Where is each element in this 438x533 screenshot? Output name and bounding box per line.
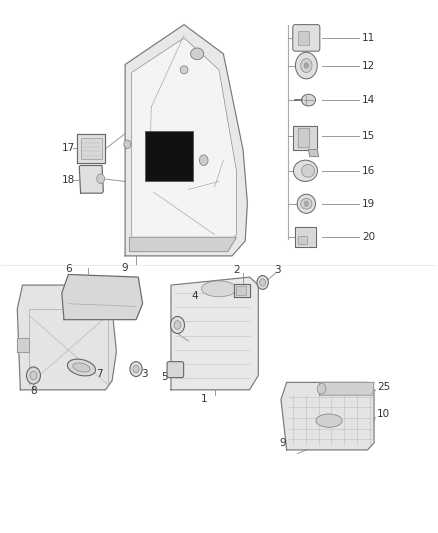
Polygon shape — [132, 38, 237, 246]
Circle shape — [97, 174, 105, 183]
Circle shape — [304, 63, 308, 68]
Ellipse shape — [304, 201, 308, 206]
Bar — [298, 236, 307, 244]
Text: 1: 1 — [201, 394, 208, 405]
FancyBboxPatch shape — [167, 362, 184, 377]
Text: 14: 14 — [362, 95, 375, 105]
Text: 2: 2 — [233, 265, 240, 274]
Text: 18: 18 — [62, 175, 75, 185]
Bar — [81, 139, 102, 159]
Polygon shape — [281, 382, 374, 450]
Polygon shape — [17, 285, 117, 390]
Circle shape — [124, 140, 131, 149]
Polygon shape — [171, 277, 258, 390]
Text: 15: 15 — [362, 131, 375, 141]
Text: 12: 12 — [362, 61, 375, 70]
Polygon shape — [79, 165, 103, 193]
Text: 16: 16 — [362, 166, 375, 176]
Circle shape — [317, 383, 326, 394]
Polygon shape — [130, 237, 237, 252]
Ellipse shape — [293, 160, 318, 181]
Text: 19: 19 — [362, 199, 375, 209]
Text: 25: 25 — [377, 382, 390, 392]
Text: 7: 7 — [95, 369, 102, 379]
Bar — [298, 31, 309, 45]
Text: 3: 3 — [141, 369, 148, 379]
Circle shape — [130, 362, 142, 376]
Ellipse shape — [300, 198, 312, 209]
Circle shape — [30, 371, 37, 379]
Circle shape — [26, 367, 40, 384]
Text: 3: 3 — [275, 265, 281, 275]
Text: 20: 20 — [362, 232, 375, 242]
Ellipse shape — [191, 48, 204, 60]
Ellipse shape — [73, 363, 90, 372]
Circle shape — [133, 366, 139, 373]
Polygon shape — [17, 338, 29, 352]
Polygon shape — [77, 134, 106, 163]
Text: 17: 17 — [62, 143, 75, 154]
Text: 6: 6 — [65, 264, 72, 274]
Circle shape — [260, 279, 266, 286]
Text: 9: 9 — [279, 438, 286, 448]
Text: 4: 4 — [192, 290, 198, 301]
Polygon shape — [308, 150, 318, 157]
Polygon shape — [295, 227, 316, 247]
Circle shape — [170, 317, 184, 334]
Text: 10: 10 — [377, 409, 390, 419]
Bar — [237, 286, 246, 295]
Ellipse shape — [67, 359, 95, 376]
Ellipse shape — [301, 165, 314, 177]
Polygon shape — [62, 274, 143, 320]
Circle shape — [199, 155, 208, 165]
Circle shape — [295, 52, 317, 79]
Ellipse shape — [301, 94, 315, 106]
Text: 8: 8 — [30, 386, 37, 397]
FancyBboxPatch shape — [293, 25, 320, 51]
Ellipse shape — [180, 66, 188, 74]
Ellipse shape — [297, 194, 315, 213]
Polygon shape — [125, 25, 247, 256]
Circle shape — [257, 276, 268, 289]
Text: 9: 9 — [122, 263, 128, 272]
Polygon shape — [234, 284, 251, 297]
Ellipse shape — [316, 414, 342, 427]
Text: 11: 11 — [362, 33, 375, 43]
Polygon shape — [297, 128, 308, 147]
Ellipse shape — [201, 281, 237, 297]
Polygon shape — [293, 126, 317, 150]
Circle shape — [174, 321, 181, 329]
Circle shape — [300, 59, 312, 72]
Bar — [145, 131, 193, 181]
Polygon shape — [319, 382, 374, 395]
Text: 5: 5 — [161, 372, 168, 382]
